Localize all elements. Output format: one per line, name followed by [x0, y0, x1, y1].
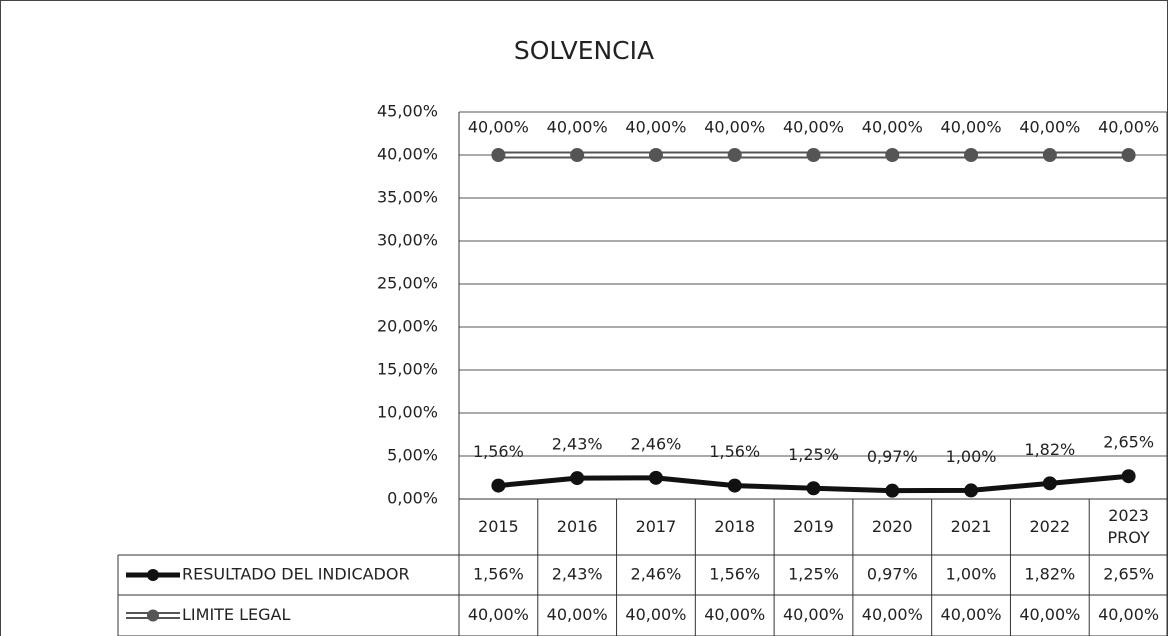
point [1042, 148, 1057, 162]
chart-title: SOLVENCIA [514, 36, 654, 65]
x-tick-label: 2021 [950, 517, 992, 536]
y-tick-label: 25,00% [377, 274, 438, 293]
table-cell: 0,97% [867, 565, 918, 584]
table-cell: 2,43% [552, 565, 603, 584]
data-label: 2,65% [1103, 433, 1154, 452]
point [885, 483, 900, 498]
point [964, 148, 979, 162]
data-label: 40,00% [1019, 118, 1080, 137]
table-cell: 1,82% [1024, 565, 1075, 584]
y-tick-label: 40,00% [377, 145, 438, 164]
legend-marker [147, 609, 159, 622]
point [885, 148, 900, 162]
x-tick-label: 2020 [871, 517, 913, 536]
data-label: 0,97% [867, 447, 918, 466]
x-tick-label: 2018 [714, 517, 756, 536]
point [570, 471, 585, 486]
table-cell: 40,00% [704, 605, 765, 624]
y-tick-label: 10,00% [377, 403, 438, 422]
data-label: 40,00% [468, 118, 529, 137]
point [491, 148, 506, 162]
y-tick-label: 30,00% [377, 231, 438, 250]
point [727, 148, 742, 162]
y-tick-label: 0,00% [387, 489, 438, 508]
point [1121, 148, 1136, 162]
y-tick-label: 35,00% [377, 188, 438, 207]
y-tick-label: 5,00% [387, 446, 438, 465]
data-label: 40,00% [1098, 118, 1159, 137]
table-cell: 40,00% [862, 605, 923, 624]
table-cell: 1,56% [709, 565, 760, 584]
point [648, 148, 663, 162]
data-label: 40,00% [783, 118, 844, 137]
y-tick-label: 45,00% [377, 102, 438, 121]
x-tick-label: 2023 PROY [1107, 506, 1150, 547]
point [648, 470, 663, 485]
data-label: 40,00% [941, 118, 1002, 137]
data-label: 40,00% [862, 118, 923, 137]
data-label: 1,82% [1024, 440, 1075, 459]
table-cell: 2,46% [631, 565, 682, 584]
table-cell: 40,00% [1019, 605, 1080, 624]
data-label: 2,46% [631, 434, 682, 453]
point [806, 481, 821, 496]
table-cell: 40,00% [941, 605, 1002, 624]
x-tick-label: 2015 [478, 517, 519, 536]
point [727, 478, 742, 493]
legend-label: RESULTADO DEL INDICADOR [182, 565, 410, 584]
data-label: 1,56% [473, 442, 524, 461]
point [491, 478, 506, 493]
table-cell: 40,00% [783, 605, 844, 624]
point [806, 148, 821, 162]
table-cell: 1,00% [946, 565, 997, 584]
y-tick-label: 20,00% [377, 317, 438, 336]
table-cell: 40,00% [625, 605, 686, 624]
table-cell: 1,25% [788, 565, 839, 584]
point [570, 148, 585, 162]
data-label: 1,25% [788, 445, 839, 464]
data-label: 40,00% [625, 118, 686, 137]
point [1042, 476, 1057, 491]
data-label: 40,00% [704, 118, 765, 137]
x-tick-label: 2019 [793, 517, 834, 536]
table-cell: 2,65% [1103, 565, 1154, 584]
x-tick-label: 2016 [556, 517, 598, 536]
table-cell: 40,00% [547, 605, 608, 624]
data-label: 1,00% [946, 447, 997, 466]
data-label: 2,43% [552, 435, 603, 454]
point [1121, 469, 1136, 484]
y-tick-label: 15,00% [377, 360, 438, 379]
data-label: 1,56% [709, 442, 760, 461]
table-cell: 40,00% [468, 605, 529, 624]
table-cell: 1,56% [473, 565, 524, 584]
x-tick-label: 2017 [635, 517, 677, 536]
table-cell: 40,00% [1098, 605, 1159, 624]
data-label: 40,00% [547, 118, 608, 137]
x-tick-label: 2022 [1029, 517, 1071, 536]
legend-marker [147, 569, 159, 581]
point [964, 483, 979, 498]
legend-label: LIMITE LEGAL [182, 605, 290, 624]
